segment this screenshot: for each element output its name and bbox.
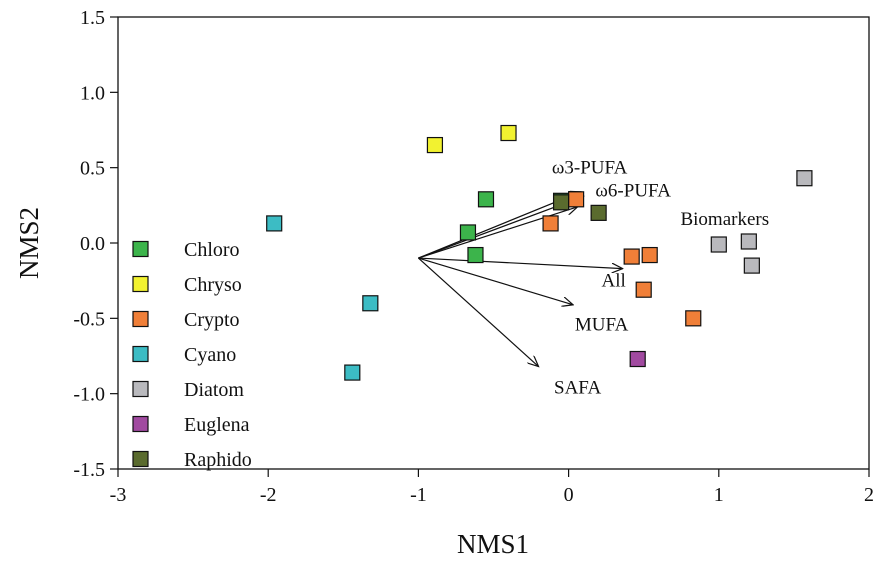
- legend-label: Cyano: [184, 344, 236, 366]
- y-tick-label: -1.5: [73, 459, 105, 481]
- legend-swatch: [132, 240, 149, 258]
- legend-swatch: [132, 345, 149, 363]
- data-point: [590, 204, 607, 221]
- vector-arrow: [417, 257, 538, 366]
- y-tick-label: 0.0: [80, 233, 105, 255]
- x-tick-label: 2: [864, 484, 874, 506]
- data-point: [467, 246, 484, 264]
- legend-swatch: [132, 450, 149, 468]
- legend-label: Euglena: [184, 414, 250, 436]
- data-points: [266, 124, 813, 381]
- data-point: [635, 281, 652, 298]
- data-point: [568, 191, 585, 208]
- data-point: [629, 350, 646, 368]
- vector-arrow: [418, 257, 573, 305]
- y-tick-label: -1.0: [73, 384, 105, 406]
- x-tick-label: -2: [260, 484, 277, 506]
- vector-label: ω6-PUFA: [595, 180, 671, 201]
- vector-label: Biomarkers: [680, 209, 769, 230]
- legend-label: Chloro: [184, 239, 240, 261]
- y-tick-label: 1.0: [80, 82, 105, 104]
- y-axis-title: NMS2: [14, 207, 44, 279]
- data-point: [500, 124, 517, 142]
- x-axis-title: NMS1: [457, 529, 529, 559]
- vector-label: All: [602, 271, 626, 292]
- data-point: [796, 170, 813, 187]
- x-tick-label: -3: [110, 484, 127, 506]
- vector-label: ω3-PUFA: [552, 158, 628, 179]
- data-point: [743, 257, 760, 274]
- legend-label: Diatom: [184, 379, 244, 401]
- y-axis: -1.5 -1.0 -0.5 0.0 0.5 1.0 1.5: [73, 7, 118, 481]
- data-point: [477, 191, 495, 208]
- data-point: [542, 215, 559, 232]
- vector-label: MUFA: [575, 314, 629, 335]
- data-point: [459, 224, 477, 241]
- vector-arrow: [418, 207, 577, 259]
- vector-arrow: [418, 257, 622, 269]
- y-tick-label: -0.5: [73, 308, 105, 330]
- vector-label: SAFA: [554, 378, 601, 399]
- data-point: [623, 248, 640, 265]
- x-axis: -3 -2 -1 0 1 2: [110, 469, 874, 506]
- legend-label: Crypto: [184, 309, 240, 331]
- x-tick-label: -1: [410, 484, 427, 506]
- data-point: [426, 136, 444, 154]
- x-tick-label: 0: [564, 484, 574, 506]
- data-point: [344, 364, 361, 381]
- y-tick-label: 0.5: [80, 158, 105, 180]
- data-point: [740, 233, 757, 250]
- data-point: [552, 194, 570, 211]
- legend-label: Chryso: [184, 274, 242, 296]
- legend-swatch: [132, 275, 149, 293]
- data-point: [641, 246, 658, 264]
- legend-swatch: [132, 310, 149, 328]
- legend: Chloro Chryso Crypto Cyano Diatom Euglena Raph…: [132, 239, 252, 471]
- data-point: [685, 310, 702, 327]
- x-tick-label: 1: [714, 484, 724, 506]
- data-point: [710, 236, 727, 253]
- data-point: [362, 295, 379, 312]
- legend-swatch: [132, 415, 149, 433]
- legend-label: Raphido: [184, 449, 252, 471]
- data-point: [266, 215, 283, 232]
- legend-swatch: [132, 380, 149, 398]
- y-tick-label: 1.5: [80, 7, 105, 29]
